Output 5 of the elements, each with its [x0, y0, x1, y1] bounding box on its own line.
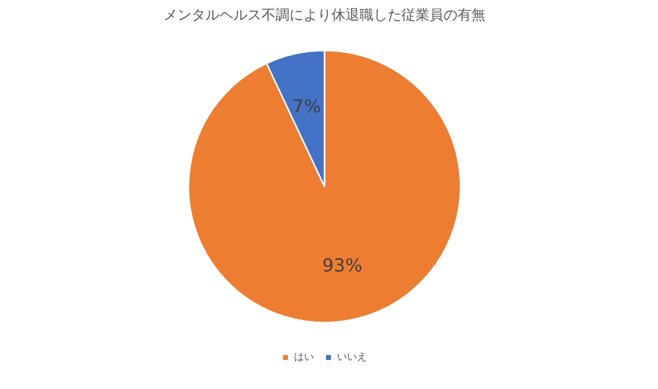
chart-title: メンタルヘルス不調により休退職した従業員の有無: [164, 8, 486, 24]
data-label: 93%: [322, 256, 362, 277]
legend-label: いいえ: [337, 351, 367, 364]
data-label: 7%: [292, 96, 321, 118]
legend-label: はい: [294, 351, 314, 364]
